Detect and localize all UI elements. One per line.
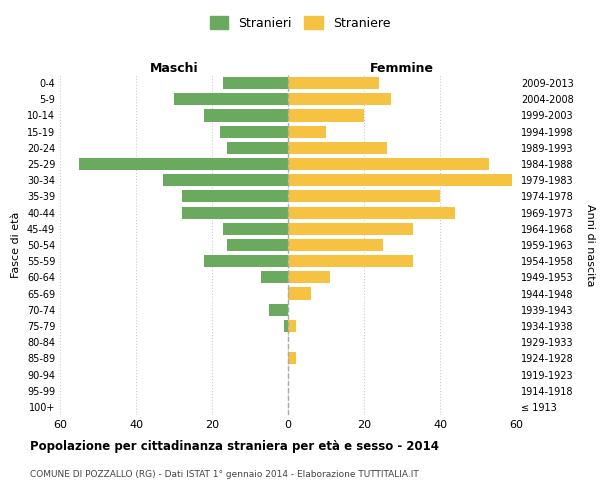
Bar [163, 174, 288, 186]
Bar [288, 352, 296, 364]
Bar [288, 320, 296, 332]
Bar [288, 190, 440, 202]
Text: Maschi: Maschi [149, 62, 199, 75]
Bar [288, 142, 387, 154]
Bar [79, 158, 288, 170]
Bar [182, 206, 288, 218]
Legend: Stranieri, Straniere: Stranieri, Straniere [205, 11, 395, 35]
Bar [288, 77, 379, 89]
Bar [223, 222, 288, 235]
Bar [288, 222, 413, 235]
Bar [288, 174, 512, 186]
Bar [288, 110, 364, 122]
Text: COMUNE DI POZZALLO (RG) - Dati ISTAT 1° gennaio 2014 - Elaborazione TUTTITALIA.I: COMUNE DI POZZALLO (RG) - Dati ISTAT 1° … [30, 470, 419, 479]
Bar [227, 239, 288, 251]
Bar [288, 126, 326, 138]
Bar [288, 158, 490, 170]
Bar [205, 255, 288, 268]
Y-axis label: Fasce di età: Fasce di età [11, 212, 21, 278]
Bar [223, 77, 288, 89]
Bar [205, 110, 288, 122]
Bar [269, 304, 288, 316]
Bar [220, 126, 288, 138]
Bar [288, 272, 330, 283]
Bar [262, 272, 288, 283]
Bar [284, 320, 288, 332]
Bar [288, 288, 311, 300]
Bar [288, 93, 391, 106]
Bar [288, 255, 413, 268]
Y-axis label: Anni di nascita: Anni di nascita [585, 204, 595, 286]
Bar [288, 206, 455, 218]
Text: Popolazione per cittadinanza straniera per età e sesso - 2014: Popolazione per cittadinanza straniera p… [30, 440, 439, 453]
Bar [174, 93, 288, 106]
Text: Femmine: Femmine [370, 62, 434, 75]
Bar [288, 239, 383, 251]
Bar [182, 190, 288, 202]
Bar [227, 142, 288, 154]
